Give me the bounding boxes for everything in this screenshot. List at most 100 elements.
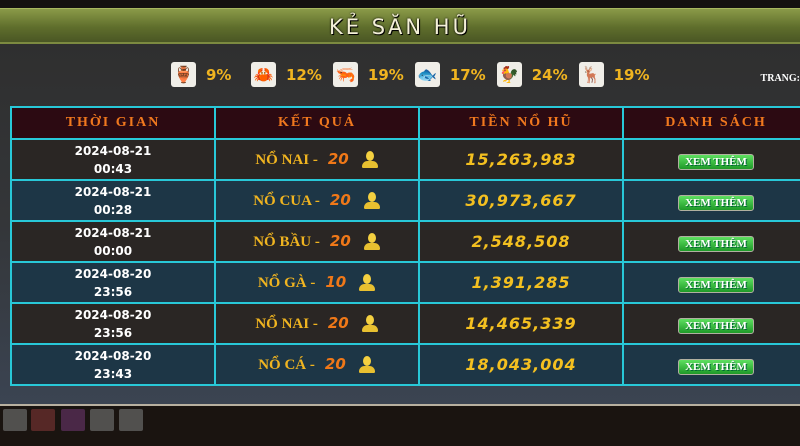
- amount-cell: 14,465,339: [418, 302, 624, 345]
- time-cell: 2024-08-20 23:56: [10, 302, 216, 345]
- time: 23:56: [93, 284, 133, 299]
- deer-icon: 🦌: [578, 62, 604, 87]
- view-more-button[interactable]: XEM THÊM: [678, 235, 754, 252]
- result-cell: NỔ NAI - 20: [214, 302, 420, 345]
- odd-percent: 12%: [286, 65, 322, 84]
- time-cell: 2024-08-20 23:43: [10, 343, 216, 386]
- result-cell: NỔ GÀ - 10: [214, 261, 420, 304]
- result-count: 20: [324, 354, 346, 373]
- table-row: 2024-08-21 00:43 NỔ NAI - 20 15,263,983 XE…: [10, 138, 800, 181]
- header-result: KẾT QUẢ: [214, 106, 420, 140]
- user-icon: [363, 233, 381, 251]
- header-amount: TIỀN NỔ HŨ: [418, 106, 624, 140]
- result-cell: NỔ CÁ - 20: [214, 343, 420, 386]
- table-row: 2024-08-20 23:43 NỔ CÁ - 20 18,043,004 XEM…: [10, 343, 800, 386]
- result-label: NỔ NAI -: [255, 151, 318, 168]
- user-icon: [358, 356, 376, 374]
- list-cell: XEM THÊM: [622, 302, 800, 345]
- amount-cell: 2,548,508: [418, 220, 624, 263]
- user-icon: [358, 274, 376, 292]
- rooster-icon: 🐓: [496, 62, 522, 87]
- list-cell: XEM THÊM: [622, 343, 800, 386]
- game-background: [0, 0, 800, 9]
- rooster-icon: [61, 409, 85, 431]
- table-row: 2024-08-21 00:28 NỔ CUA - 20 30,973,667 XE…: [10, 179, 800, 222]
- odd-item: 🐟 17%: [414, 62, 486, 87]
- table-row: 2024-08-20 23:56 NỔ GÀ - 10 1,391,285 XEM …: [10, 261, 800, 304]
- list-cell: XEM THÊM: [622, 220, 800, 263]
- time: 00:43: [93, 161, 133, 176]
- date: 2024-08-20: [74, 266, 152, 281]
- result-count: 10: [325, 272, 347, 291]
- odd-item: 🦌 19%: [578, 62, 650, 87]
- result-count: 20: [327, 313, 349, 332]
- view-more-button[interactable]: XEM THÊM: [678, 358, 754, 375]
- result-count: 20: [329, 231, 351, 250]
- result-cell: NỔ CUA - 20: [214, 179, 420, 222]
- title-bar: KẺ SĂN HŨ: [0, 8, 800, 44]
- view-more-button[interactable]: XEM THÊM: [678, 276, 754, 293]
- amount-cell: 1,391,285: [418, 261, 624, 304]
- header-list: DANH SÁCH: [622, 106, 800, 140]
- gourd-icon: 🏺: [171, 62, 196, 87]
- list-cell: XEM THÊM: [622, 138, 800, 181]
- crab-icon: 🦀: [251, 62, 276, 87]
- fish-icon: [3, 409, 27, 431]
- odd-percent: 17%: [449, 65, 486, 84]
- time: 23:43: [93, 366, 133, 381]
- gourd-icon: [31, 409, 55, 431]
- result-count: 20: [327, 149, 349, 168]
- result-label: NỔ CÁ -: [258, 356, 315, 373]
- time: 23:56: [93, 325, 133, 340]
- user-icon: [361, 151, 379, 169]
- result-label: NỔ CUA -: [253, 192, 320, 209]
- odd-item: 🦀 12%: [251, 62, 322, 87]
- page-title: KẺ SĂN HŨ: [329, 15, 471, 39]
- time-cell: 2024-08-20 23:56: [10, 261, 216, 304]
- time-cell: 2024-08-21 00:43: [10, 138, 216, 181]
- game-bottom-bar: [0, 404, 800, 446]
- user-icon: [361, 315, 379, 333]
- shrimp-icon: 🦐: [332, 62, 358, 87]
- odd-percent: 24%: [531, 65, 568, 84]
- time: 00:00: [93, 243, 133, 258]
- amount-cell: 15,263,983: [418, 138, 624, 181]
- jackpot-table: THỜI GIAN KẾT QUẢ TIỀN NỔ HŨ DANH SÁCH 2…: [10, 106, 800, 386]
- user-icon: [363, 192, 381, 210]
- amount-cell: 30,973,667: [418, 179, 624, 222]
- odd-percent: 19%: [613, 65, 650, 84]
- table-row: 2024-08-21 00:00 NỔ BẦU - 20 2,548,508 XEM…: [10, 220, 800, 263]
- list-cell: XEM THÊM: [622, 261, 800, 304]
- time-cell: 2024-08-21 00:00: [10, 220, 216, 263]
- view-more-button[interactable]: XEM THÊM: [678, 317, 754, 334]
- amount-cell: 18,043,004: [418, 343, 624, 386]
- list-cell: XEM THÊM: [622, 179, 800, 222]
- odds-row: 🏺 9% 🦀 12% 🦐 19% 🐟 17% 🐓 24% 🦌 19%: [171, 62, 661, 87]
- result-label: NỔ GÀ -: [257, 274, 316, 291]
- odd-percent: 19%: [367, 65, 404, 84]
- time-cell: 2024-08-21 00:28: [10, 179, 216, 222]
- shrimp-icon: [119, 409, 143, 431]
- odd-item: 🏺 9%: [171, 62, 240, 87]
- odd-item: 🦐 19%: [332, 62, 404, 87]
- time: 00:28: [93, 202, 133, 217]
- odd-percent: 9%: [206, 65, 232, 84]
- date: 2024-08-20: [74, 348, 152, 363]
- view-more-button[interactable]: XEM THÊM: [678, 153, 754, 170]
- view-more-button[interactable]: XEM THÊM: [678, 194, 754, 211]
- date: 2024-08-20: [74, 307, 152, 322]
- odd-item: 🐓 24%: [496, 62, 568, 87]
- result-label: NỔ NAI -: [255, 315, 318, 332]
- page-label: TRANG:: [760, 73, 800, 84]
- date: 2024-08-21: [74, 184, 152, 199]
- header-time: THỜI GIAN: [10, 106, 216, 140]
- date: 2024-08-21: [74, 225, 152, 240]
- result-label: NỔ BẦU -: [253, 233, 320, 250]
- fish-icon: 🐟: [414, 62, 440, 87]
- result-cell: NỔ NAI - 20: [214, 138, 420, 181]
- result-cell: NỔ BẦU - 20: [214, 220, 420, 263]
- date: 2024-08-21: [74, 143, 152, 158]
- shrimp-icon: [90, 409, 114, 431]
- result-count: 20: [329, 190, 351, 209]
- table-row: 2024-08-20 23:56 NỔ NAI - 20 14,465,339 XE…: [10, 302, 800, 345]
